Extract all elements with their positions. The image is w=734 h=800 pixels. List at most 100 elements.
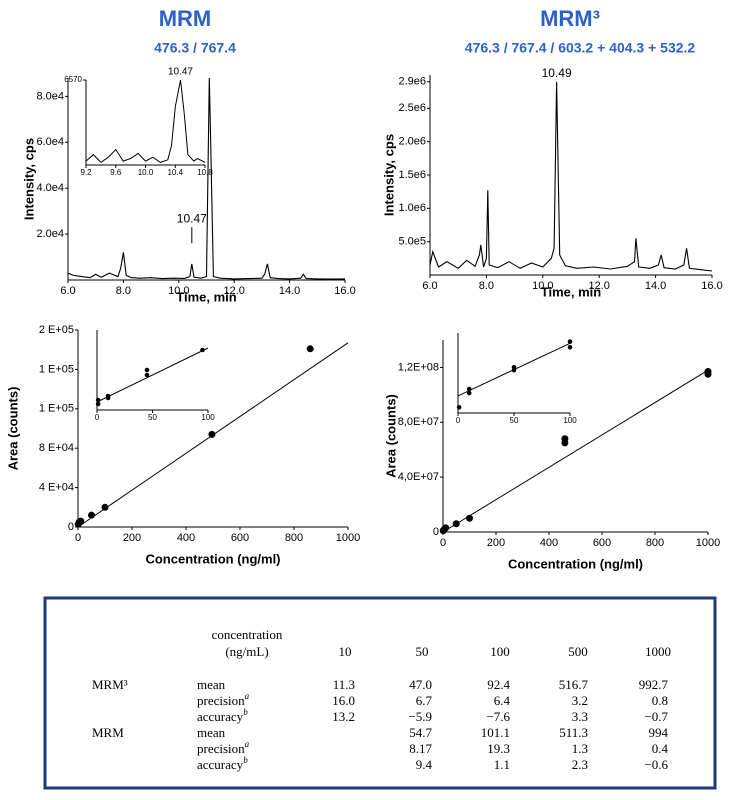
row-metric: accuracyb [197, 755, 248, 772]
column-header: 1000 [645, 644, 671, 659]
y-tick-label: 2.5e6 [398, 102, 426, 114]
cell: 6.7 [416, 693, 433, 708]
column-header: 500 [568, 644, 588, 659]
y-tick-label: 8 E+04 [39, 442, 74, 454]
fit-line [442, 369, 709, 533]
x-tick-label: 12.0 [223, 285, 244, 297]
metric-name: accuracy [197, 709, 244, 724]
y-tick-label: 8,0E+07 [398, 416, 439, 428]
y-axis-label: Intensity, cps [381, 134, 396, 216]
row-metric: precisiona [197, 691, 250, 708]
data-point [144, 372, 150, 378]
chart-title: MRM³ [540, 6, 600, 31]
cell: 992.7 [639, 677, 669, 692]
y-tick-label: 1 E+05 [39, 363, 74, 375]
cell: 3.3 [572, 709, 588, 724]
chart-subtitle: 476.3 / 767.4 [154, 40, 236, 56]
metric-name: precision [197, 741, 245, 756]
data-point [704, 368, 712, 376]
chromatogram-trace [67, 77, 346, 280]
row-metric: accuracyb [197, 707, 248, 724]
data-point [95, 397, 101, 403]
data-point [466, 514, 473, 522]
y-tick-label: 1.5e6 [398, 169, 426, 181]
cell: 511.3 [559, 725, 588, 740]
data-point [88, 511, 95, 519]
y-tick-label: 8.0e4 [36, 90, 64, 102]
x-tick-label: 0 [75, 532, 81, 544]
column-header: 100 [490, 644, 510, 659]
y-tick-label: 2 E+05 [39, 324, 74, 336]
x-axis-label: Concentration (ng/ml) [508, 556, 643, 571]
data-point [456, 404, 462, 410]
annotation: 10.49 [542, 66, 572, 80]
x-tick-label: 10.4 [167, 168, 183, 177]
y-tick-label: 2.0e4 [36, 228, 64, 240]
x-tick-label: 400 [177, 532, 195, 544]
x-tick-label: 10.0 [532, 280, 553, 292]
x-tick-label: 1000 [336, 532, 360, 544]
x-tick-label: 6.0 [60, 285, 75, 297]
y-axis-label: Intensity, cps [21, 138, 36, 220]
column-header: (ng/mL) [225, 644, 268, 659]
x-tick-label: 100 [563, 416, 577, 425]
x-tick-label: 800 [285, 532, 303, 544]
data-point [466, 390, 472, 396]
cell: 47.0 [409, 677, 432, 692]
cell: 3.2 [572, 693, 588, 708]
data-point [144, 367, 150, 373]
cell: 8.17 [409, 741, 432, 756]
row-method: MRM³ [92, 677, 128, 692]
metric-note: a [245, 691, 250, 701]
y-tick-label: 1,2E+08 [398, 361, 439, 373]
cell: 9.4 [416, 757, 433, 772]
x-tick-label: 10.8 [197, 168, 213, 177]
data-point [101, 503, 109, 511]
x-tick-label: 600 [231, 532, 249, 544]
y-tick-label: 1.0e6 [398, 202, 426, 214]
cell: 6.4 [494, 693, 511, 708]
metric-name: accuracy [197, 757, 244, 772]
x-tick-label: 16.0 [701, 280, 722, 292]
x-tick-label: 200 [123, 532, 141, 544]
data-point [567, 339, 573, 344]
cell: 0.8 [652, 693, 668, 708]
x-axis-label: Time, min [176, 289, 237, 304]
row-metric: precisiona [197, 739, 250, 756]
y-tick-label: 6570 [64, 75, 82, 84]
annotation: 10.47 [177, 211, 207, 225]
metric-note: a [245, 739, 250, 749]
y-axis-label: Area (counts) [383, 394, 398, 478]
x-tick-label: 200 [487, 537, 505, 549]
y-tick-label: 1 E+05 [39, 403, 74, 415]
y-tick-label: 6.0e4 [36, 136, 64, 148]
y-tick-label: 4 E+04 [39, 482, 74, 494]
x-tick-label: 14.0 [279, 285, 300, 297]
row-method: MRM [92, 725, 124, 740]
fit-line [96, 347, 209, 403]
x-tick-label: 600 [593, 537, 611, 549]
y-tick-label: 2.9e6 [398, 76, 426, 88]
cell: 1.1 [494, 757, 510, 772]
cell: −0.6 [644, 757, 668, 772]
row-metric: mean [197, 677, 226, 692]
x-tick-label: 9.2 [80, 168, 92, 177]
x-tick-label: 10.0 [138, 168, 154, 177]
metric-name: precision [197, 693, 245, 708]
x-tick-label: 16.0 [334, 285, 355, 297]
x-tick-label: 8.0 [479, 280, 494, 292]
cell: 19.3 [487, 741, 510, 756]
x-tick-label: 800 [646, 537, 664, 549]
annotation: 10.47 [168, 67, 193, 78]
metric-note: b [243, 707, 248, 717]
x-tick-label: 10.0 [168, 285, 189, 297]
chromatogram-trace [85, 79, 206, 164]
row-metric: mean [197, 725, 226, 740]
cell: 11.3 [333, 677, 355, 692]
y-tick-label: 2.0e6 [398, 136, 426, 148]
data-point [452, 520, 460, 528]
cell: 994 [649, 725, 669, 740]
metric-note: b [243, 755, 248, 765]
cell: 0.4 [652, 741, 669, 756]
x-tick-label: 9.6 [110, 168, 122, 177]
